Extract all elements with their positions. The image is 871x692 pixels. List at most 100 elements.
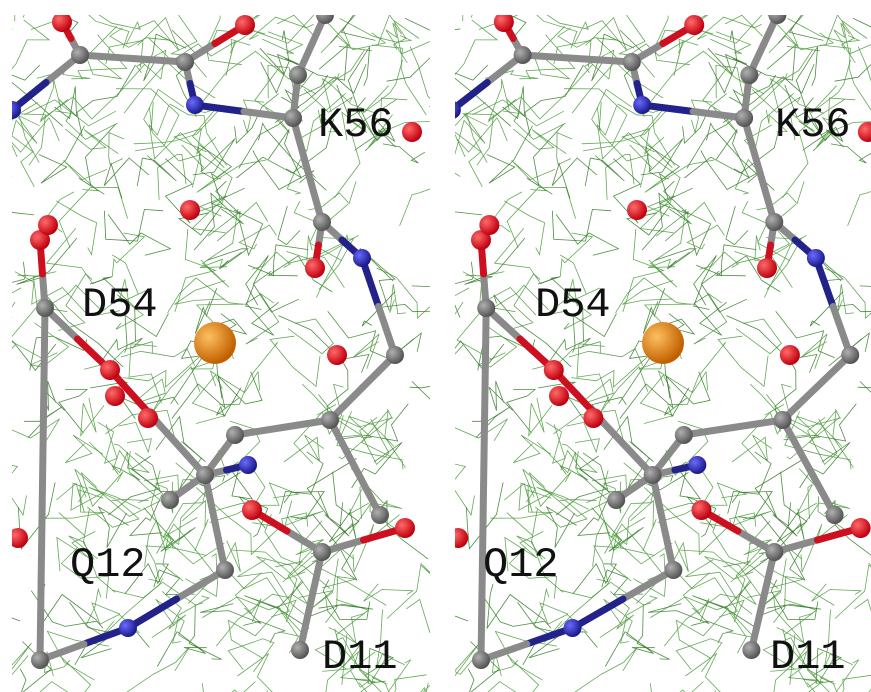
density-mesh — [216, 388, 240, 417]
density-mesh — [284, 435, 324, 462]
atom — [239, 456, 257, 474]
atom — [675, 426, 693, 444]
density-mesh — [138, 18, 179, 51]
bond — [43, 308, 46, 484]
density-mesh — [585, 156, 624, 187]
density-mesh — [0, 262, 25, 318]
density-mesh — [216, 580, 302, 646]
density-mesh — [650, 683, 715, 692]
density-mesh — [692, 582, 757, 629]
density-mesh — [262, 32, 302, 54]
density-mesh — [797, 484, 817, 519]
density-mesh — [197, 160, 266, 192]
density-mesh — [583, 50, 613, 79]
density-mesh — [696, 245, 756, 276]
atom — [742, 641, 760, 659]
density-mesh — [529, 398, 552, 436]
atom — [688, 456, 706, 474]
density-mesh — [353, 524, 374, 572]
density-mesh — [401, 29, 461, 64]
atom — [691, 500, 711, 520]
atom — [3, 101, 21, 119]
density-mesh — [237, 653, 295, 692]
density-mesh — [655, 249, 696, 269]
atom — [583, 408, 603, 428]
density-mesh — [101, 338, 142, 362]
density-mesh — [79, 124, 116, 194]
density-mesh — [858, 383, 871, 440]
density-mesh — [697, 17, 762, 39]
density-mesh — [447, 262, 473, 318]
density-mesh — [0, 288, 21, 331]
atom — [765, 213, 783, 231]
atom — [305, 258, 325, 278]
density-mesh — [411, 288, 469, 331]
density-mesh — [854, 599, 871, 632]
density-mesh — [104, 158, 149, 199]
atom — [186, 96, 204, 114]
density-mesh — [39, 584, 97, 628]
density-mesh — [244, 582, 309, 629]
density-mesh — [860, 381, 871, 456]
atom — [313, 543, 331, 561]
atom — [38, 215, 58, 235]
atom — [119, 619, 137, 637]
density-mesh — [507, 187, 575, 247]
density-mesh — [252, 252, 290, 269]
density-mesh — [694, 255, 720, 305]
density-mesh — [649, 209, 686, 287]
density-mesh — [443, 461, 475, 515]
density-mesh — [552, 158, 597, 199]
atom — [52, 12, 72, 32]
density-mesh — [808, 417, 837, 464]
density-mesh — [174, 281, 225, 305]
density-mesh — [448, 0, 465, 22]
density-mesh — [604, 417, 654, 462]
density-mesh — [427, 419, 508, 441]
density-mesh — [534, 26, 569, 78]
density-mesh — [108, 456, 159, 515]
density-mesh — [193, 375, 226, 423]
density-mesh — [758, 604, 821, 616]
density-mesh — [410, 47, 444, 114]
atom — [31, 651, 49, 669]
density-mesh — [135, 50, 165, 79]
atom — [765, 543, 783, 561]
density-mesh — [518, 602, 562, 658]
density-mesh — [691, 682, 765, 692]
density-mesh — [4, 113, 39, 162]
density-mesh — [826, 15, 854, 50]
density-mesh — [0, 114, 34, 187]
atom — [472, 651, 490, 669]
residue-label: D54 — [82, 281, 158, 329]
metal-ion — [642, 322, 684, 364]
density-mesh — [854, 685, 871, 692]
residue-label: Q12 — [483, 541, 559, 589]
atom — [544, 360, 564, 380]
density-mesh — [243, 682, 317, 692]
atom — [549, 386, 569, 406]
atom — [494, 12, 514, 32]
page: K56 D54 Q12 D11 K56 D54 Q12 D11 (() => {… — [0, 0, 871, 692]
density-mesh — [812, 584, 861, 602]
density-mesh — [597, 106, 628, 159]
density-mesh — [307, 458, 357, 517]
density-mesh — [569, 647, 638, 692]
density-mesh — [200, 252, 242, 268]
density-mesh — [755, 458, 805, 517]
density-mesh — [394, 21, 450, 54]
density-mesh — [153, 367, 200, 412]
density-mesh — [848, 187, 871, 226]
density-mesh — [288, 319, 334, 354]
density-mesh — [202, 683, 267, 692]
atom — [477, 299, 495, 317]
density-mesh — [255, 66, 290, 133]
density-mesh — [310, 604, 373, 616]
density-mesh — [525, 65, 584, 136]
density-mesh — [622, 281, 673, 305]
density-mesh — [664, 580, 750, 646]
density-mesh — [725, 6, 798, 47]
density-mesh — [400, 187, 464, 226]
density-mesh — [279, 316, 369, 373]
residue-label: K56 — [775, 101, 851, 149]
